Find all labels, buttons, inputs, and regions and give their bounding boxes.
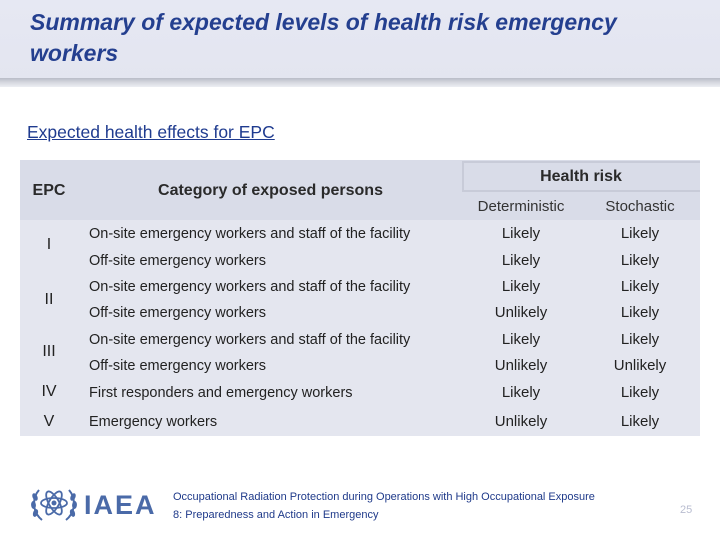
table-row-category: On-site emergency workers and staff of t… (89, 332, 411, 348)
slide-title: Summary of expected levels of health ris… (30, 9, 617, 66)
page-number: 25 (680, 504, 693, 516)
table-row-deterministic: Unlikely (494, 357, 548, 374)
header-epc: EPC (32, 182, 66, 199)
footer-line-1: Occupational Radiation Protection during… (173, 491, 595, 503)
health-risk-mid-rule (462, 190, 700, 192)
header-stochastic: Stochastic (605, 198, 675, 215)
health-risk-top-rule (462, 161, 700, 163)
table-row-category: Off-site emergency workers (89, 305, 267, 321)
epc-label-v: V (43, 413, 55, 430)
table-row-stochastic: Likely (620, 225, 660, 242)
footer-caption: Occupational Radiation Protection during… (173, 488, 595, 524)
epc-label-iv: IV (41, 383, 57, 400)
footer-line-2: 8: Preparedness and Action in Emergency (173, 509, 379, 521)
table-row-deterministic: Unlikely (494, 304, 548, 321)
table-row-category: First responders and emergency workers (89, 385, 353, 401)
table-row-stochastic: Unlikely (613, 357, 667, 374)
header-deterministic: Deterministic (477, 198, 565, 215)
epc-label-i: I (46, 236, 52, 253)
table-row-category: On-site emergency workers and staff of t… (89, 226, 411, 242)
header-category: Category of exposed persons (158, 182, 383, 199)
table-row-deterministic: Unlikely (494, 413, 548, 430)
header-band (0, 0, 720, 80)
table-row-category: Emergency workers (89, 414, 218, 430)
table-row-stochastic: Likely (620, 384, 660, 401)
slide-subtitle: Expected health effects for EPC (27, 122, 275, 142)
table-row-stochastic: Likely (620, 413, 660, 430)
health-risk-left-rule (462, 161, 464, 191)
table-row-deterministic: Likely (501, 225, 541, 242)
iaea-logo-text: IAEA (84, 490, 157, 520)
table-row-category: Off-site emergency workers (89, 253, 267, 269)
table-row-stochastic: Likely (620, 304, 660, 321)
table-row-category: Off-site emergency workers (89, 358, 267, 374)
epc-label-ii: II (44, 291, 54, 308)
epc-label-iii: III (42, 343, 56, 360)
header-health-risk: Health risk (540, 168, 622, 185)
table-row-stochastic: Likely (620, 278, 660, 295)
table-row-category: On-site emergency workers and staff of t… (89, 279, 411, 295)
iaea-atom-laurel-icon (30, 482, 78, 531)
table-row-deterministic: Likely (501, 252, 541, 269)
table-row-stochastic: Likely (620, 331, 660, 348)
table-row-stochastic: Likely (620, 252, 660, 269)
table-row-deterministic: Likely (501, 384, 541, 401)
table-row-deterministic: Likely (501, 331, 541, 348)
header-divider (0, 78, 720, 87)
table-row-deterministic: Likely (501, 278, 541, 295)
